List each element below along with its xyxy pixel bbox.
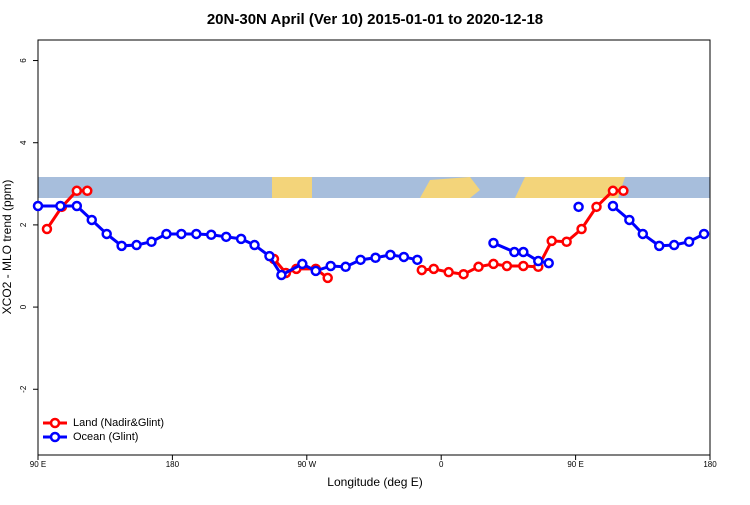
point [543,257,554,269]
point [518,260,529,272]
point [249,239,260,251]
point [398,251,410,263]
point [637,228,649,240]
point [322,272,333,284]
point [653,240,665,252]
point [385,249,396,261]
point [116,240,127,252]
map-band [38,177,710,198]
chart-title: 20N-30N April (Ver 10) 2015-01-01 to 202… [207,11,543,28]
x-tick-label: 180 [703,460,717,469]
point [71,200,83,212]
point [205,229,217,241]
x-tick-label: 180 [166,460,180,469]
point [698,228,710,240]
y-tick-label: 4 [19,140,28,145]
point [176,228,187,240]
point [573,201,584,213]
point [82,185,93,197]
point [55,200,66,212]
point [101,228,112,240]
point [340,261,351,273]
point [416,264,428,276]
point [220,231,232,243]
point [473,261,484,273]
point [235,233,247,245]
point [191,228,202,240]
point [618,185,629,197]
y-tick-label: -2 [19,385,28,393]
point [32,200,44,212]
point [488,258,499,270]
point [561,236,572,247]
legend-label: Land (Nadir&Glint) [73,417,164,429]
x-tick-label: 90 W [297,460,316,469]
point [370,252,381,264]
point [576,223,587,235]
y-tick-label: 2 [19,222,28,227]
point [668,239,680,251]
point [412,254,423,266]
point [443,266,454,278]
point [533,255,544,267]
y-tick-label: 0 [19,304,28,309]
point [428,263,439,275]
point [591,201,602,213]
point [607,200,619,212]
plot-frame [37,39,711,456]
point [458,268,469,280]
x-tick-label: 0 [439,460,444,469]
x-tick-label: 90 E [567,460,583,469]
point [607,185,619,197]
legend-marker [49,417,61,429]
point [518,246,529,258]
point [146,236,157,247]
point [71,185,83,197]
point [276,269,287,281]
legend-marker [49,431,61,443]
point [86,214,98,226]
point [624,214,635,226]
point [325,260,336,272]
point [546,235,557,247]
point [683,236,695,247]
y-axis-label: XCO2 - MLO trend (ppm) [0,180,14,315]
point [161,228,172,240]
x-tick-label: 90 E [30,460,46,469]
point [488,237,499,249]
legend-label: Ocean (Glint) [73,431,138,443]
point [501,260,513,272]
point [310,265,322,277]
x-axis-label: Longitude (deg E) [327,475,422,489]
point [131,239,142,251]
point [264,250,275,262]
point [509,246,520,258]
point [355,254,366,266]
point [41,223,53,235]
y-tick-label: 6 [19,58,28,63]
point [297,258,308,270]
